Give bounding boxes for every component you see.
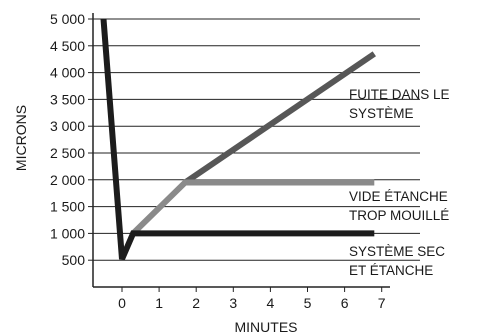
x-tick-label: 5 (304, 295, 312, 311)
y-tick-label: 1 500 (50, 199, 85, 215)
y-tick-label: 2 000 (50, 172, 85, 188)
x-tick-label: 0 (118, 295, 126, 311)
x-tick-label: 2 (192, 295, 200, 311)
annotations: FUITE DANS LE SYSTÈME VIDE ÉTANCHE TROP MOU… (349, 87, 450, 278)
y-tick-label: 5 000 (50, 11, 85, 27)
x-tick-label: 6 (341, 295, 349, 311)
series-line-3 (100, 18, 375, 261)
annotation-2: VIDE ÉTANCHE TROP MOUILLÉ (349, 189, 449, 223)
x-tick-label: 7 (378, 295, 386, 311)
y-tick-label: 4 500 (50, 38, 85, 54)
series-lines (100, 18, 376, 261)
annotation-3: SYSTÈME SEC ET ÉTANCHE (349, 244, 445, 278)
y-tick-label: 500 (62, 252, 86, 268)
series-line-1 (183, 51, 376, 185)
y-tick-label: 3 000 (50, 118, 85, 134)
axes (88, 13, 390, 292)
y-tick-label: 2 500 (50, 145, 85, 161)
y-tick-label: 4 000 (50, 65, 85, 81)
y-tick-label: 1 000 (50, 225, 85, 241)
tick-labels: 500 1 000 1 500 2 000 2 500 3 000 3 500 4 000 4 … (50, 11, 386, 311)
x-tick-label: 3 (229, 295, 237, 311)
annotation-1: FUITE DANS LE SYSTÈME (349, 87, 450, 121)
y-axis-title: MICRONS (13, 105, 29, 171)
y-tick-label: 3 500 (50, 91, 85, 107)
x-tick-label: 4 (267, 295, 275, 311)
x-axis-title: MINUTES (235, 319, 298, 335)
series-line-2 (131, 179, 375, 236)
x-tick-label: 1 (155, 295, 163, 311)
